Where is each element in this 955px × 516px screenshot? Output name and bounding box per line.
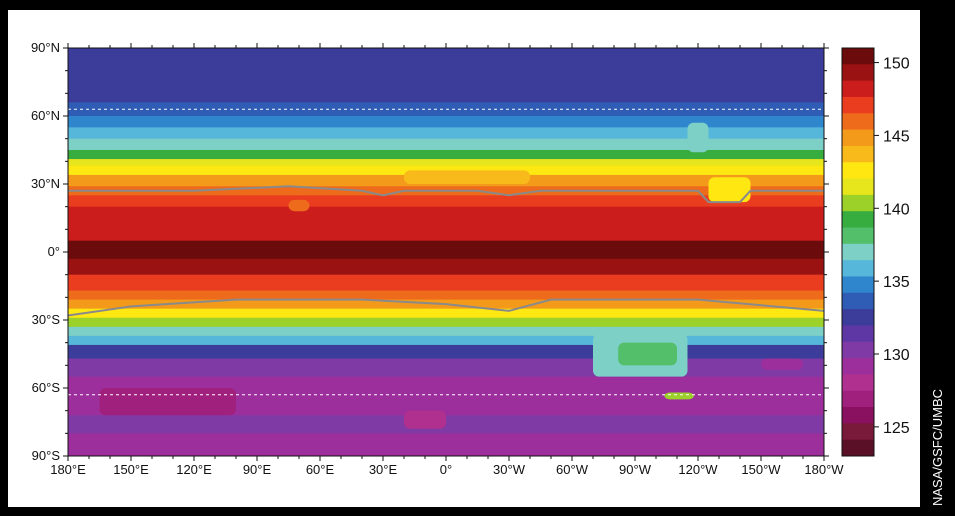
temperature-band (68, 308, 824, 319)
colorbar-segment (842, 129, 874, 147)
colorbar-segment (842, 178, 874, 196)
temperature-band (68, 317, 824, 328)
colorbar-segment (842, 211, 874, 229)
temperature-patch (404, 410, 446, 429)
temperature-band (68, 344, 824, 360)
longitude-label: 90°E (243, 462, 272, 477)
colorbar-segment (842, 439, 874, 457)
temperature-band (68, 150, 824, 160)
image-credit: NASA/GSFC/UMBC (930, 388, 945, 506)
temperature-patch (618, 342, 677, 366)
temperature-band (68, 48, 824, 103)
longitude-label: 30°E (369, 462, 398, 477)
longitude-label: 150°E (113, 462, 149, 477)
colorbar-segment (842, 48, 874, 65)
longitude-label: 90°W (619, 462, 652, 477)
colorbar-tick-label: 125 (883, 420, 910, 437)
longitude-label: 150°W (741, 462, 781, 477)
temperature-band (68, 206, 824, 242)
colorbar-segment (842, 194, 874, 212)
temperature-band (68, 274, 824, 292)
colorbar-segment (842, 309, 874, 326)
temperature-band (68, 433, 824, 457)
temperature-band (68, 358, 824, 378)
longitude-label: 60°W (556, 462, 589, 477)
colorbar-segment (842, 390, 874, 408)
longitude-label: 180°E (50, 462, 86, 477)
colorbar-segment (842, 80, 874, 98)
temperature-band (68, 415, 824, 434)
colorbar-segment (842, 276, 874, 294)
latitude-label: 0° (48, 244, 60, 259)
contour-layer (67, 185, 825, 317)
colorbar-segment (842, 145, 874, 163)
longitude-label: 120°W (678, 462, 718, 477)
temperature-patch (761, 358, 803, 370)
colorbar-segment (842, 64, 874, 82)
temperature-patch (708, 177, 751, 203)
colorbar-segment (842, 243, 874, 261)
colorbar-segment (842, 407, 874, 424)
colorbar-tick-label: 135 (883, 274, 910, 291)
colorbar-tick-label: 130 (883, 347, 910, 364)
longitude-label: 60°E (306, 462, 335, 477)
latitude-label: 90°S (32, 448, 61, 463)
colorbar-segment (842, 162, 874, 180)
latitude-label: 30°N (31, 176, 60, 191)
plot-area (68, 48, 824, 457)
temperature-patch (288, 199, 310, 212)
latitude-label: 30°S (32, 312, 61, 327)
latitude-label: 60°S (32, 380, 61, 395)
colorbar-tick-label: 150 (883, 56, 910, 73)
colorbar-frame (841, 47, 875, 457)
temperature-band (68, 258, 824, 276)
longitude-label: 120°E (176, 462, 212, 477)
temperature-patch (99, 388, 236, 416)
dashed-latitude-lines (68, 108, 824, 396)
latitude-label: 60°N (31, 108, 60, 123)
colorbar-tick-label: 140 (883, 201, 910, 218)
temperature-band (68, 240, 824, 260)
temperature-band (68, 127, 824, 140)
contour-line (67, 298, 825, 317)
temperature-band (68, 290, 824, 301)
contour-line (68, 185, 824, 204)
longitude-label: 0° (440, 462, 452, 477)
longitude-label: 180°W (804, 462, 844, 477)
colorbar-tick-label: 145 (883, 128, 910, 145)
temperature-band (68, 195, 824, 208)
longitude-label: 30°W (493, 462, 526, 477)
temperature-band (68, 335, 824, 346)
temperature-band (68, 138, 824, 151)
colorbar-segment (842, 325, 874, 343)
colorbar-segment (842, 292, 874, 310)
latitude-label: 90°N (31, 40, 60, 55)
colorbar-segment (842, 113, 874, 131)
colorbar-segment (842, 374, 874, 392)
colorbar-segment (842, 423, 874, 441)
colorbar-segment (842, 341, 874, 359)
temperature-patch (404, 170, 530, 184)
colorbar-segment (842, 358, 874, 375)
temperature-patch (664, 392, 694, 400)
colorbar-segment (842, 96, 874, 114)
temperature-band (68, 326, 824, 337)
temperature-band (68, 159, 824, 167)
figure-panel: 90°N 60°N 30°N 0° 30°S 60°S 90°S 180°E 150°E 120°… (8, 10, 920, 507)
temperature-band (68, 116, 824, 128)
temperature-patch (687, 122, 709, 153)
colorbar-segment (842, 227, 874, 245)
colorbar: 150 145 140 135 130 125 (841, 47, 910, 457)
colorbar-segment (842, 260, 874, 277)
